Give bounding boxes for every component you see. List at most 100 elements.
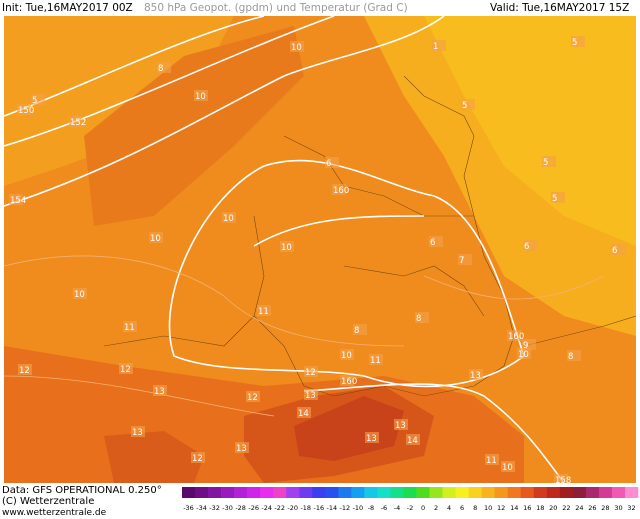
colorbar-swatch <box>403 487 417 498</box>
label-box <box>542 156 556 167</box>
colorbar-label: -34 <box>196 504 207 512</box>
label-box <box>432 40 446 51</box>
label-box <box>394 419 408 430</box>
contour-label: 10 <box>341 351 352 361</box>
colorbar-swatch <box>507 487 522 498</box>
colorbar-swatch <box>234 487 248 498</box>
colorbar-label: 18 <box>536 504 544 512</box>
colorbar-label: 4 <box>447 504 451 512</box>
colorbar-label: -12 <box>340 504 351 512</box>
contour-label: 160 <box>341 377 357 387</box>
contour-label: 7 <box>459 256 464 266</box>
colorbar-swatch <box>286 487 300 498</box>
label-box <box>191 452 205 463</box>
label-box <box>458 254 472 265</box>
contour-label: 13 <box>132 428 143 438</box>
label-box <box>290 41 304 52</box>
label-box <box>332 184 346 195</box>
colorbar-swatch <box>260 487 274 498</box>
colorbar-swatch <box>273 487 287 498</box>
colorbar-swatch <box>299 487 313 498</box>
contour-label: 1 <box>433 42 438 52</box>
contour-label: 13 <box>470 371 481 381</box>
contour-label: 10 <box>74 290 85 300</box>
contour-label: 5 <box>572 38 577 48</box>
label-box <box>304 389 318 400</box>
contour-label: 158 <box>555 476 571 483</box>
temperature-isotherms <box>4 255 605 417</box>
label-box <box>522 339 536 350</box>
colorbar-label: 30 <box>614 504 622 512</box>
colorbar-swatch <box>338 487 352 498</box>
contour-label: 13 <box>395 421 406 431</box>
label-box <box>18 364 32 375</box>
colorbar-label: -28 <box>235 504 246 512</box>
contour-label: 13 <box>305 391 316 401</box>
contour-label: 9 <box>523 341 528 351</box>
colorbar-label: -20 <box>287 504 298 512</box>
contour-label: 8 <box>354 326 359 336</box>
colorbar-swatch <box>312 487 326 498</box>
contour-label: 150 <box>18 106 34 116</box>
label-box <box>369 354 383 365</box>
contour-label: 8 <box>416 314 421 324</box>
contour-label: 12 <box>192 454 203 464</box>
colorbar-label: 6 <box>460 504 464 512</box>
label-box <box>304 366 318 377</box>
colorbar-label: -4 <box>394 504 400 512</box>
colorbar-swatch <box>390 487 404 498</box>
contour-label: 10 <box>195 92 206 102</box>
colorbar-label: -6 <box>381 504 387 512</box>
label-box <box>611 244 625 255</box>
label-box <box>461 99 475 110</box>
colorbar-swatch <box>468 487 482 498</box>
colorbar-label: -36 <box>183 504 194 512</box>
label-box <box>9 194 23 205</box>
colorbar-swatch <box>455 487 469 498</box>
weather-map: 10 8 10 152 150 154 10 10 160 6 10 10 11 11 12 12 13 12 13… <box>4 16 636 483</box>
colorbar-label: 32 <box>627 504 635 512</box>
label-box <box>571 36 585 47</box>
contour-label: 160 <box>508 332 524 342</box>
contour-label: 6 <box>612 246 617 256</box>
data-source: Data: GFS OPERATIONAL 0.250° <box>2 485 162 496</box>
colorbar-label: -2 <box>407 504 413 512</box>
contour-label: 11 <box>258 307 269 317</box>
website: www.wetterzentrale.de <box>2 508 107 518</box>
label-box <box>17 104 31 115</box>
colorbar-label: -22 <box>274 504 285 512</box>
colorbar-label: -30 <box>222 504 233 512</box>
label-box <box>523 240 537 251</box>
label-box <box>353 324 367 335</box>
colorbar-label: -14 <box>327 504 338 512</box>
copyright: (C) Wetterzentrale <box>2 496 95 507</box>
colorbar-swatch <box>221 487 235 498</box>
label-box <box>222 212 236 223</box>
label-box <box>507 330 521 341</box>
label-box <box>429 236 443 247</box>
colorbar-swatch <box>195 487 209 498</box>
contour-label: 10 <box>502 463 513 473</box>
colorbar-swatch <box>494 487 509 498</box>
contour-label: 10 <box>150 234 161 244</box>
label-box <box>123 321 137 332</box>
cool-area <box>4 16 234 186</box>
colorbar-label: -26 <box>248 504 259 512</box>
contour-label: 160 <box>333 186 349 196</box>
contour-label: 6 <box>326 159 331 169</box>
colorbar-label: 16 <box>523 504 531 512</box>
label-box <box>69 116 83 127</box>
colorbar-swatch <box>351 487 365 498</box>
label-box <box>235 442 249 453</box>
label-box <box>517 348 531 359</box>
colorbar-label: 26 <box>588 504 596 512</box>
colorbar-swatch <box>182 487 196 498</box>
label-box <box>131 426 145 437</box>
contour-label: 12 <box>305 368 316 378</box>
colorbar-swatch <box>624 487 639 498</box>
label-box <box>157 62 171 73</box>
colorbar-swatch <box>208 487 222 498</box>
contour-label: 12 <box>19 366 30 376</box>
contour-label: 5 <box>552 194 557 204</box>
contour-label: 14 <box>298 409 309 419</box>
